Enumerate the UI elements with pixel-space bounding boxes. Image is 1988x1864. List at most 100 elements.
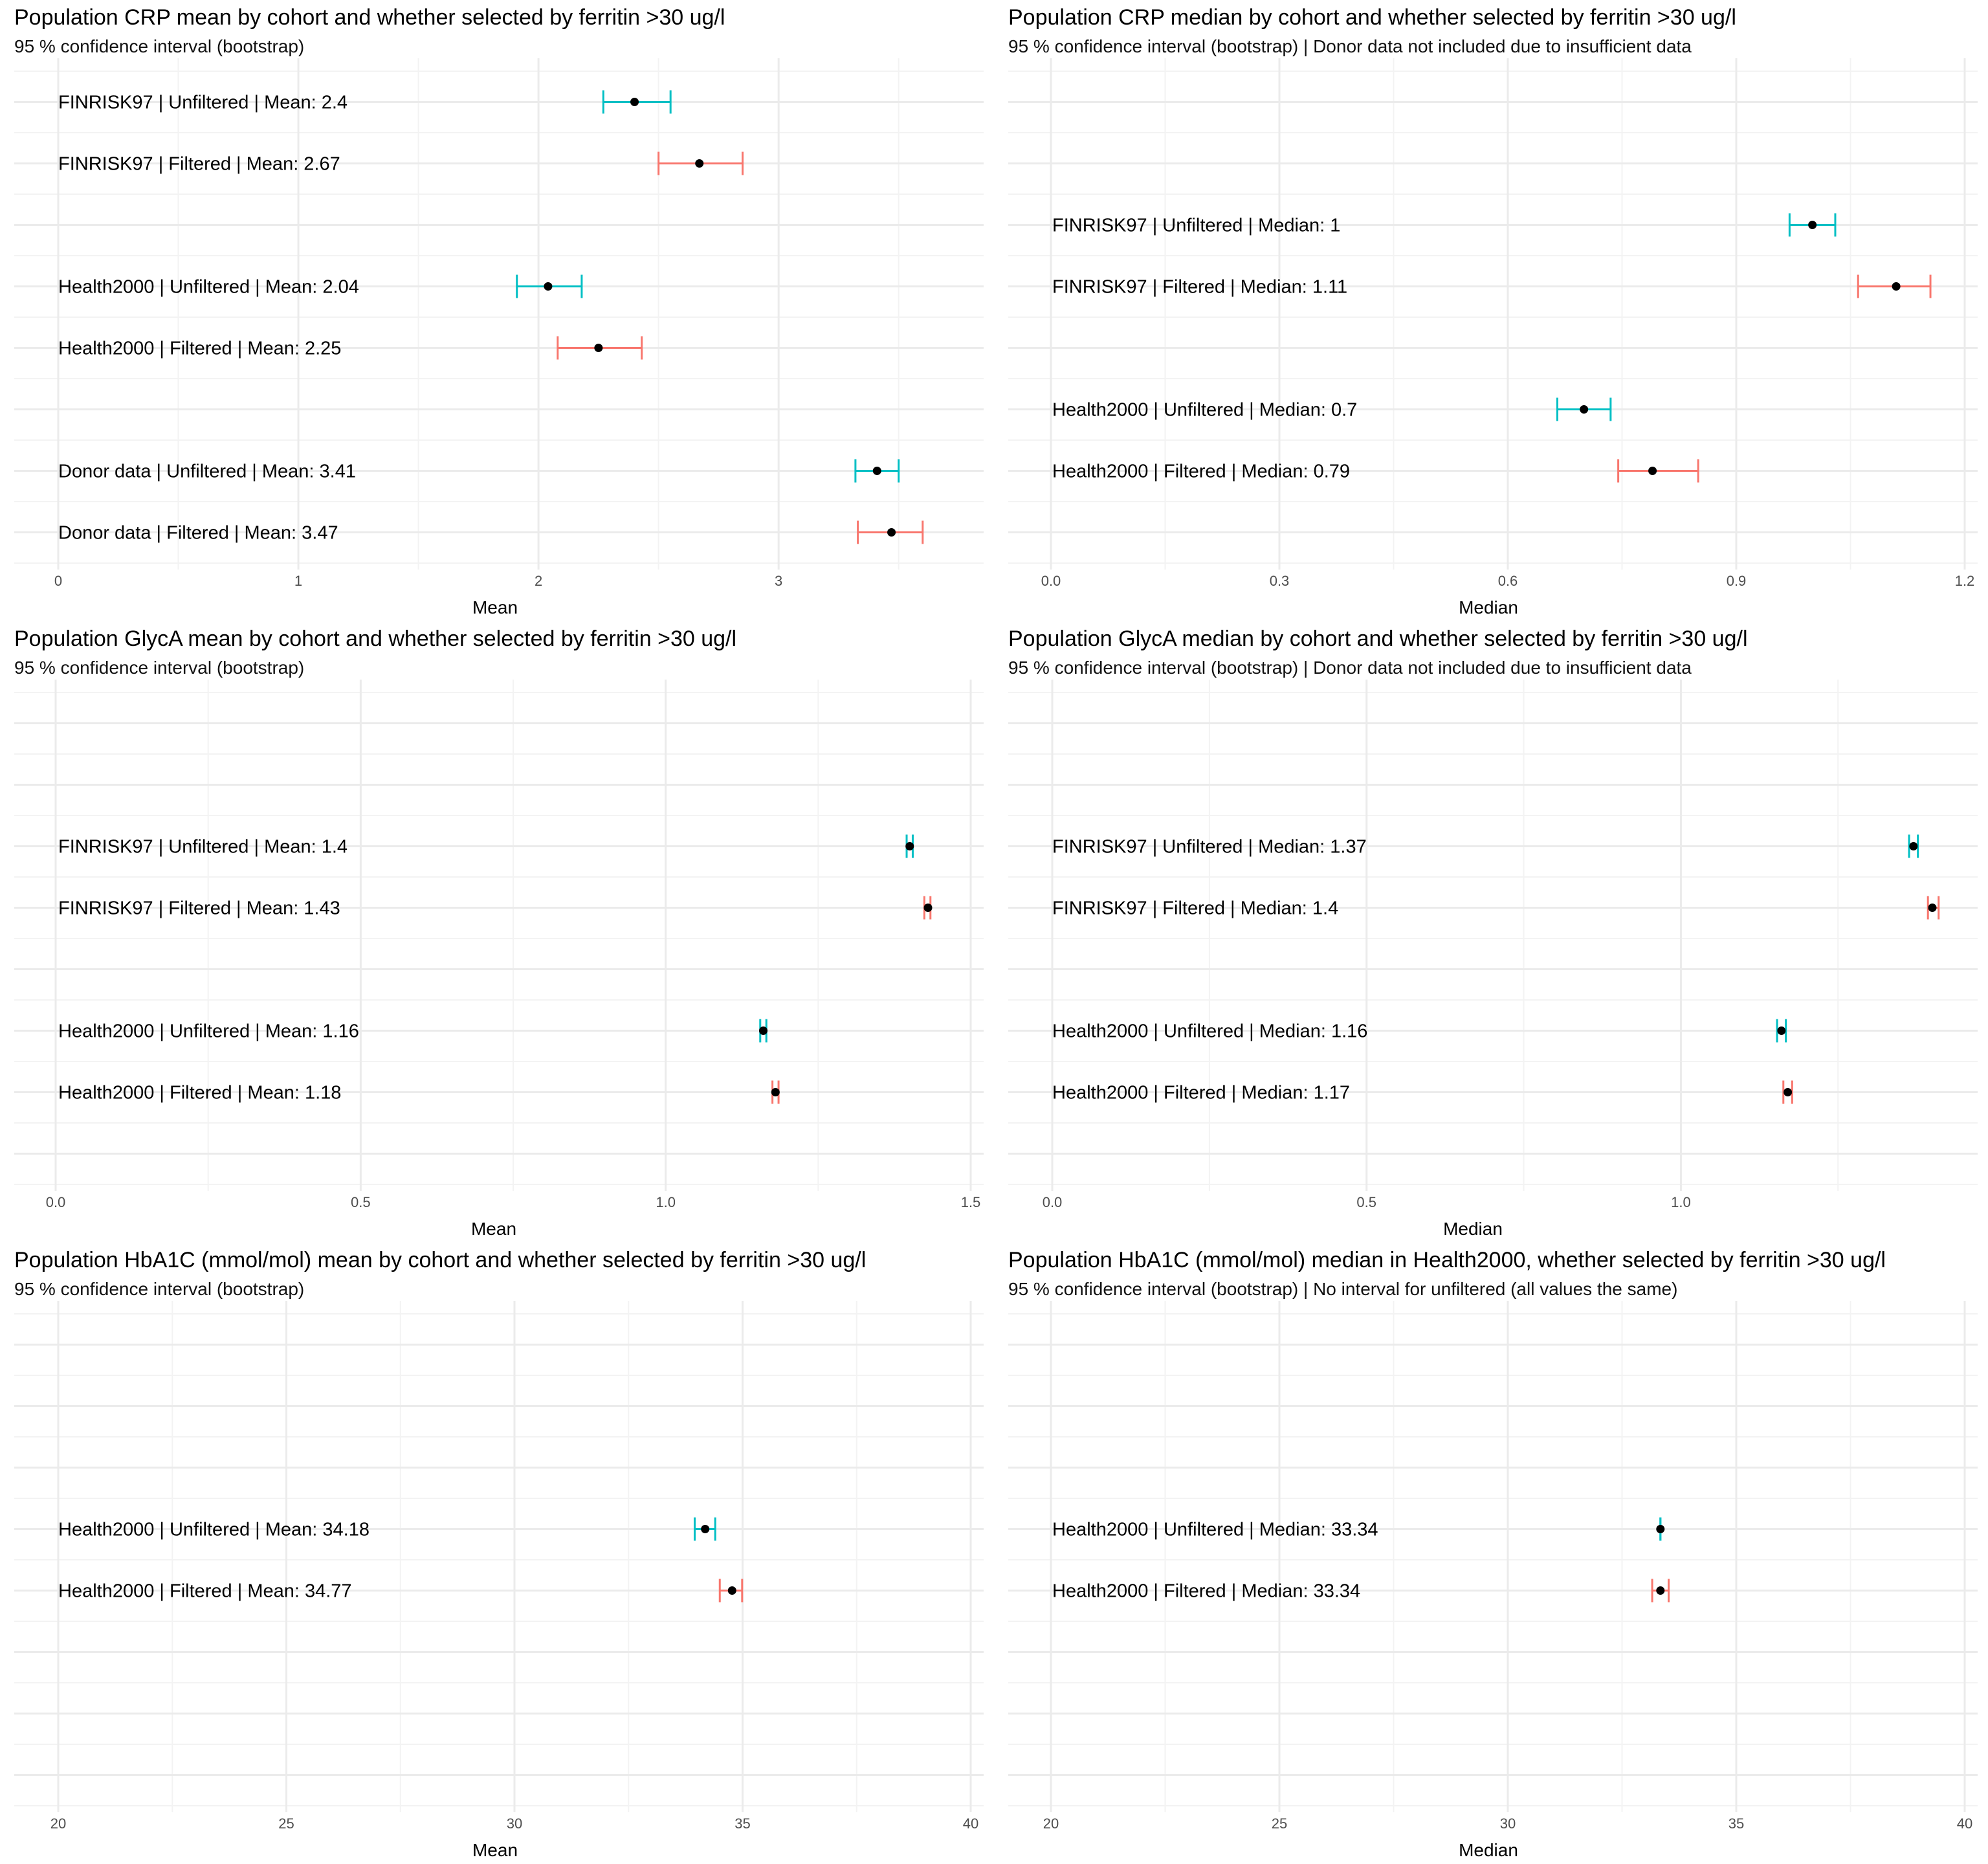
x-axis-title: Median [1459,1840,1518,1860]
x-tick-label: 30 [1500,1815,1516,1832]
hba1c-mean-plot: 20 25 30 35 40 Mean Health2000 | Unfiltered | … [14,1301,984,1860]
point-range-unfiltered [1788,213,1837,237]
data-point [727,1586,736,1595]
x-tick-label: 1 [294,573,302,589]
panel-title: Population GlycA mean by cohort and whet… [14,627,737,651]
point-label: Health2000 | Filtered | Mean: 1.18 [58,1083,341,1104]
x-tick-label: 0.6 [1498,573,1518,589]
crp-median-panel: Population CRP median by cohort and whet… [994,0,1988,621]
hba1c-median-panel: Population HbA1C (mmol/mol) median in He… [994,1243,1988,1864]
point-label: FINRISK97 | Filtered | Median: 1.4 [1052,898,1338,919]
x-tick-label: 0.3 [1270,573,1290,589]
point-label: Health2000 | Filtered | Mean: 2.25 [58,338,341,359]
x-tick-label: 1.5 [961,1194,981,1210]
data-point [1784,1088,1793,1096]
x-tick-label: 0.5 [351,1194,371,1210]
panel-title: Population CRP median by cohort and whet… [1008,5,1736,30]
point-range-unfiltered [602,90,672,114]
x-tick-label: 30 [507,1815,522,1832]
x-tick-label: 0.5 [1356,1194,1376,1210]
x-tick-label: 0.0 [1043,1194,1063,1210]
x-axis-title: Median [1443,1219,1503,1239]
point-label: Donor data | Filtered | Mean: 3.47 [58,523,338,544]
data-point [1648,467,1657,475]
point-label: FINRISK97 | Unfiltered | Mean: 1.4 [58,837,348,858]
hba1c-median-plot: 20 25 30 35 40 Median Health2000 | Unfiltered … [1008,1301,1978,1860]
point-label: Health2000 | Filtered | Median: 1.17 [1052,1083,1350,1104]
x-axis-title: Median [1459,597,1518,617]
data-point [887,528,896,537]
data-point [1892,282,1901,291]
data-point [905,842,914,850]
x-tick-label: 1.0 [656,1194,676,1210]
panel-subtitle: 95 % confidence interval (bootstrap) [14,1279,305,1299]
point-label: Donor data | Unfiltered | Mean: 3.41 [58,461,356,482]
data-point [1580,405,1589,414]
x-tick-label: 3 [775,573,782,589]
hba1c-mean-panel: Population HbA1C (mmol/mol) mean by coho… [0,1243,994,1864]
point-label: FINRISK97 | Filtered | Mean: 1.43 [58,898,340,919]
x-tick-label: 20 [50,1815,66,1832]
point-range-filtered [857,520,924,544]
point-range-filtered [1651,1579,1670,1603]
point-range-unfiltered [1556,397,1612,421]
x-axis-title: Mean [471,1219,516,1239]
x-tick-label: 40 [963,1815,978,1832]
point-range-filtered [1927,896,1940,920]
x-tick-label: 25 [1272,1815,1287,1832]
glyca-median-plot: 0.0 0.5 1.0 Median FINRISK97 | Unfiltered | … [1008,680,1978,1239]
panel-title: Population CRP mean by cohort and whethe… [14,5,725,30]
point-range-filtered [657,151,744,175]
panel-title: Population HbA1C (mmol/mol) mean by coho… [14,1248,867,1272]
point-label: Health2000 | Filtered | Median: 33.34 [1052,1581,1360,1602]
point-range-filtered [923,896,933,920]
point-label: Health2000 | Unfiltered | Mean: 1.16 [58,1021,359,1042]
point-range-unfiltered [693,1517,716,1541]
data-point [1656,1525,1665,1533]
point-label: Health2000 | Unfiltered | Mean: 2.04 [58,277,359,298]
x-tick-label: 0.0 [1041,573,1061,589]
point-label: Health2000 | Filtered | Mean: 34.77 [58,1581,352,1602]
x-tick-label: 1.0 [1671,1194,1691,1210]
panel-subtitle: 95 % confidence interval (bootstrap) | D… [1008,36,1692,56]
point-label: Health2000 | Unfiltered | Median: 33.34 [1052,1520,1378,1540]
point-label: FINRISK97 | Filtered | Mean: 2.67 [58,154,340,175]
point-label: Health2000 | Unfiltered | Median: 1.16 [1052,1021,1367,1042]
x-tick-label: 2 [535,573,542,589]
point-range-unfiltered [516,274,583,298]
crp-median-plot: 0.0 0.3 0.6 0.9 1.2 Median FINRISK97 | Unfilte… [1008,58,1978,617]
x-tick-label: 35 [734,1815,750,1832]
point-range-filtered [557,336,643,360]
data-point [1777,1026,1786,1035]
data-point [695,159,704,168]
data-point [1656,1586,1665,1595]
x-tick-label: 0 [54,573,62,589]
x-tick-label: 20 [1043,1815,1059,1832]
point-label: Health2000 | Filtered | Median: 0.79 [1052,461,1350,482]
data-point [1909,842,1918,850]
glyca-mean-plot: 0.0 0.5 1.0 1.5 Mean FINRISK97 | Unfiltered |… [14,680,984,1239]
point-range-unfiltered [1908,834,1919,858]
x-tick-label: 1.2 [1955,573,1975,589]
point-range-filtered [1782,1080,1793,1104]
point-label: Health2000 | Unfiltered | Mean: 34.18 [58,1520,370,1540]
panel-title: Population HbA1C (mmol/mol) median in He… [1008,1248,1886,1272]
point-label: FINRISK97 | Unfiltered | Median: 1 [1052,216,1340,236]
point-range-filtered [1857,274,1932,298]
x-tick-label: 0.0 [46,1194,66,1210]
panel-subtitle: 95 % confidence interval (bootstrap) [14,36,305,56]
point-range-unfiltered [1656,1517,1665,1541]
point-range-filtered [1617,459,1699,483]
data-point [771,1088,780,1096]
point-range-filtered [771,1080,780,1104]
crp-mean-plot: 0 1 2 3 Mean FINRISK97 | Unfiltered | Mean: 2… [14,58,984,617]
data-point [544,282,553,291]
data-point [758,1026,768,1035]
x-axis-title: Mean [472,597,518,617]
glyca-median-panel: Population GlycA median by cohort and wh… [994,621,1988,1243]
point-range-unfiltered [758,1019,768,1043]
point-label: FINRISK97 | Unfiltered | Median: 1.37 [1052,837,1367,858]
x-tick-label: 25 [278,1815,294,1832]
x-tick-label: 40 [1957,1815,1972,1832]
